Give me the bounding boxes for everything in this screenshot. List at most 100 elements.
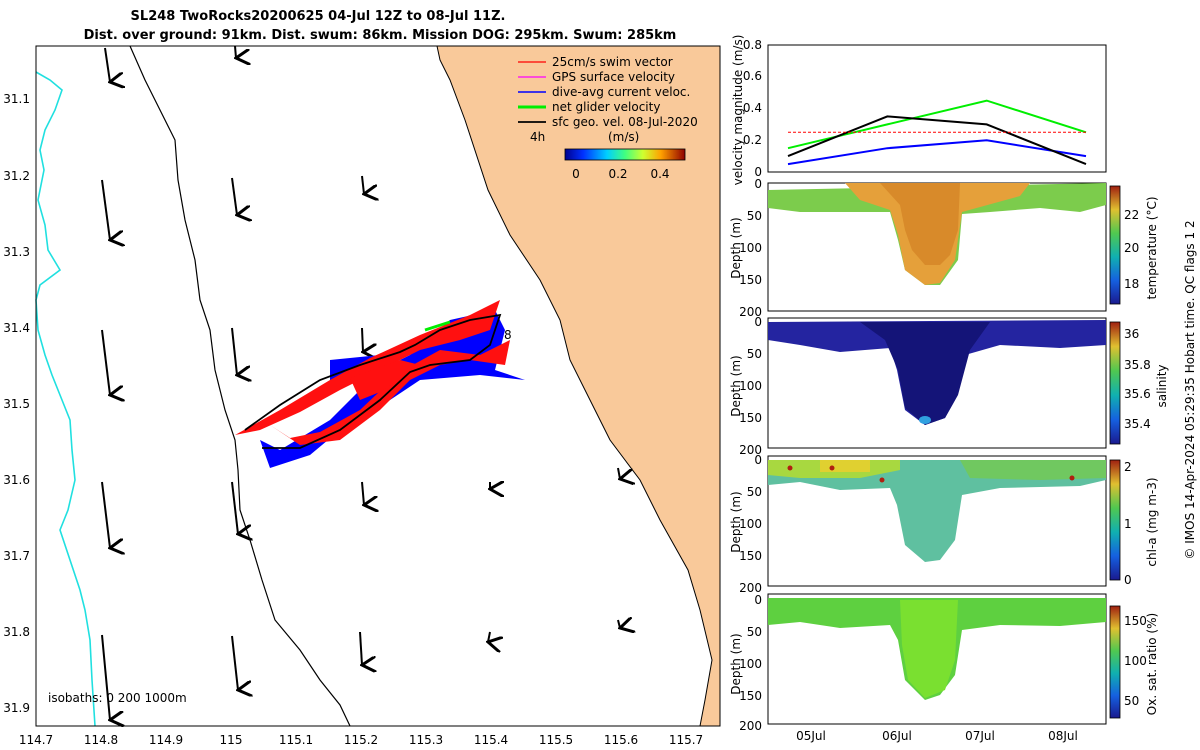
geo-arrow (488, 631, 490, 642)
vel-y-label: velocity magnitude (m/s) (731, 35, 745, 186)
depth-tick: 200 (739, 305, 762, 319)
geo-arrow (101, 481, 110, 548)
cb-label: temperature (°C) (1145, 197, 1159, 300)
cb-label: salinity (1155, 364, 1169, 407)
x-tick: 115.2 (344, 733, 378, 747)
depth-tick: 150 (739, 549, 762, 563)
depth-tick: 100 (739, 241, 762, 255)
cb-tick: 1 (1124, 517, 1132, 531)
isobaths-label: isobaths: 0 200 1000m (48, 691, 187, 705)
depth-tick: 100 (739, 517, 762, 531)
depth-label: Depth (m) (729, 355, 743, 416)
title-line1: SL248 TwoRocks20200625 04-Jul 12Z to 08-… (131, 9, 506, 24)
x-tick: 115.5 (539, 733, 573, 747)
cb-tick: 18 (1124, 277, 1139, 291)
x-tick: 115.4 (474, 733, 508, 747)
title-line2: Dist. over ground: 91km. Dist. swum: 86k… (84, 28, 677, 43)
geo-arrow (359, 631, 362, 665)
geo-arrow (101, 179, 110, 240)
cb-tick: 35.4 (1124, 417, 1151, 431)
cb-tick: 100 (1124, 654, 1147, 668)
cb-label: chl-a (mg m-3) (1145, 477, 1159, 566)
time-tick: 08Jul (1048, 729, 1078, 743)
net-glider-velocity (424, 320, 451, 332)
map-panel: 8 25cm/s swim vector GPS surface velocit… (3, 45, 721, 747)
depth-tick: 100 (739, 657, 762, 671)
credit-note: © IMOS 14-Apr-2024 05:29:35 Hobart time.… (1183, 220, 1197, 559)
chla-colorbar (1109, 459, 1121, 581)
colorbar-tick: 0.4 (650, 167, 669, 181)
vel-y-tick: 0.4 (743, 101, 762, 115)
x-tick: 115.3 (409, 733, 443, 747)
geo-arrow (231, 635, 238, 690)
time-tick: 07Jul (965, 729, 995, 743)
geo-arrow (235, 45, 236, 58)
time-tick: 06Jul (882, 729, 912, 743)
geo-arrow (104, 47, 110, 82)
salinity-section (767, 317, 1121, 449)
x-tick: 115 (220, 733, 243, 747)
velocity-panel: 0 0.2 0.4 0.6 0.8 velocity magnitude (m/… (731, 35, 1107, 186)
velocity-frame (767, 44, 1107, 173)
cb-tick: 2 (1124, 460, 1132, 474)
geo-arrow (617, 620, 620, 628)
colorbar-tick: 0 (572, 167, 580, 181)
y-tick: 31.6 (3, 473, 30, 487)
y-tick: 31.8 (3, 625, 30, 639)
y-tick: 31.7 (3, 549, 30, 563)
geo-arrow (231, 481, 238, 534)
x-tick: 114.9 (149, 733, 183, 747)
legend-label: net glider velocity (552, 100, 660, 114)
depth-tick: 100 (739, 379, 762, 393)
y-tick: 31.4 (3, 321, 30, 335)
y-tick: 31.3 (3, 245, 30, 259)
depth-tick: 0 (754, 453, 762, 467)
vel-y-tick: 0.2 (743, 133, 762, 147)
colorbar-tick: 0.2 (608, 167, 627, 181)
x-tick: 114.8 (84, 733, 118, 747)
y-tick: 31.5 (3, 397, 30, 411)
isobath-1000 (35, 71, 96, 727)
oxygen-section (767, 593, 1121, 725)
scale-label: 4h (530, 130, 545, 144)
land-area (436, 45, 721, 727)
x-tick: 114.7 (19, 733, 53, 747)
geo-arrow (101, 634, 110, 720)
isobath-200 (129, 45, 351, 727)
depth-tick: 0 (754, 177, 762, 191)
vel-y-tick: 0.8 (743, 38, 762, 52)
legend-label: dive-avg current veloc. (552, 85, 690, 99)
legend-label: sfc geo. vel. 08-Jul-2020 (552, 115, 698, 129)
depth-tick: 200 (739, 443, 762, 457)
map-x-ticks: 114.7 114.8 114.9 115 115.1 115.2 115.3 … (19, 733, 703, 747)
cb-tick: 35.8 (1124, 358, 1151, 372)
temp-colorbar (1109, 185, 1121, 305)
depth-tick: 50 (747, 625, 762, 639)
depth-label: Depth (m) (729, 633, 743, 694)
geo-arrow (231, 327, 237, 375)
geo-arrow (101, 329, 110, 395)
depth-tick: 0 (754, 593, 762, 607)
vel-y-tick: 0 (754, 165, 762, 179)
chla-section (767, 455, 1121, 587)
depth-tick: 50 (747, 485, 762, 499)
y-tick: 31.2 (3, 169, 30, 183)
x-tick: 115.7 (669, 733, 703, 747)
speed-colorbar (564, 148, 686, 161)
legend-label: GPS surface velocity (552, 70, 675, 84)
y-tick: 31.9 (3, 701, 30, 715)
geo-arrow (361, 481, 364, 505)
velocity-series-line (787, 115, 1087, 166)
cb-tick: 50 (1124, 694, 1139, 708)
temperature-section (767, 182, 1121, 312)
time-tick: 05Jul (796, 729, 826, 743)
depth-tick: 150 (739, 689, 762, 703)
map-y-ticks: 31.1 31.2 31.3 31.4 31.5 31.6 31.7 31.8 … (3, 92, 30, 715)
y-tick: 31.1 (3, 92, 30, 106)
velocity-lines (787, 99, 1087, 166)
salinity-colorbar (1109, 321, 1121, 445)
depth-label: Depth (m) (729, 217, 743, 278)
legend-label: 25cm/s swim vector (552, 55, 673, 69)
geo-velocity-arrows (101, 45, 620, 720)
x-tick: 115.6 (604, 733, 638, 747)
